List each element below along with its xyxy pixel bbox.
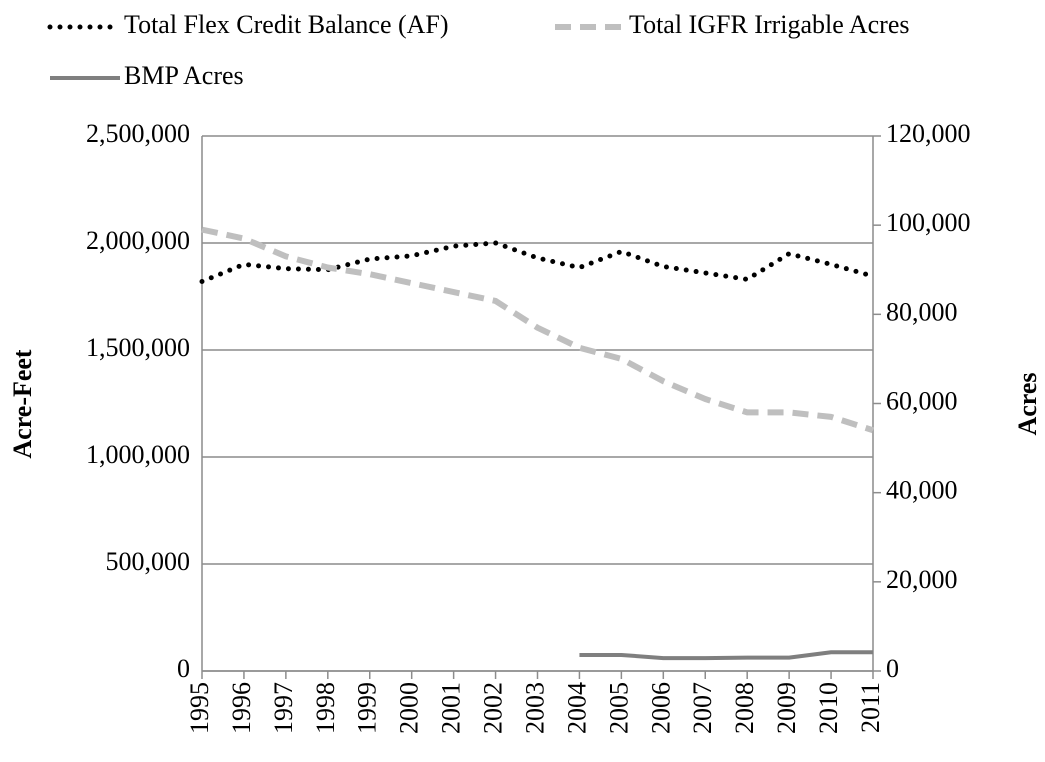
y2-tick-label: 120,000	[886, 119, 971, 148]
y2-tick-label: 20,000	[886, 565, 958, 594]
x-tick-label: 2006	[646, 682, 675, 734]
y-tick-label: 1,500,000	[86, 333, 190, 362]
x-tick-label: 2009	[772, 682, 801, 734]
x-tick-label: 1999	[353, 682, 382, 734]
y-axis-label: Acre-Feet	[8, 349, 37, 459]
y-tick-label: 500,000	[106, 547, 191, 576]
x-tick-label: 2001	[437, 682, 466, 734]
y2-tick-label: 100,000	[886, 208, 971, 237]
x-tick-label: 2000	[395, 682, 424, 734]
series-line	[199, 240, 876, 285]
y-tick-label: 0	[177, 654, 190, 683]
x-tick-label: 1996	[227, 682, 256, 734]
x-tick-label: 2007	[688, 682, 717, 734]
series-line	[201, 226, 874, 434]
y-tick-label: 2,000,000	[86, 226, 190, 255]
y2-axis-label: Acres	[1013, 372, 1042, 435]
x-tick-label: 2010	[814, 682, 843, 734]
legend-label: Total IGFR Irrigable Acres	[629, 10, 910, 39]
x-tick-label: 1997	[269, 682, 298, 734]
x-tick-label: 1995	[185, 682, 214, 734]
x-tick-label: 2008	[730, 682, 759, 734]
x-tick-label: 2004	[562, 682, 591, 734]
x-tick-label: 2011	[856, 682, 885, 733]
legend-label: Total Flex Credit Balance (AF)	[124, 10, 449, 39]
y-tick-label: 1,000,000	[86, 440, 190, 469]
y-tick-label: 2,500,000	[86, 119, 190, 148]
y2-tick-label: 60,000	[886, 386, 958, 415]
x-tick-label: 2003	[520, 682, 549, 734]
series-line	[579, 650, 873, 661]
x-tick-label: 2005	[604, 682, 633, 734]
y2-tick-label: 0	[886, 654, 899, 683]
x-tick-label: 1998	[311, 682, 340, 734]
legend-label: BMP Acres	[124, 61, 244, 90]
y2-tick-label: 80,000	[886, 297, 958, 326]
x-tick-label: 2002	[479, 682, 508, 734]
y2-tick-label: 40,000	[886, 476, 958, 505]
